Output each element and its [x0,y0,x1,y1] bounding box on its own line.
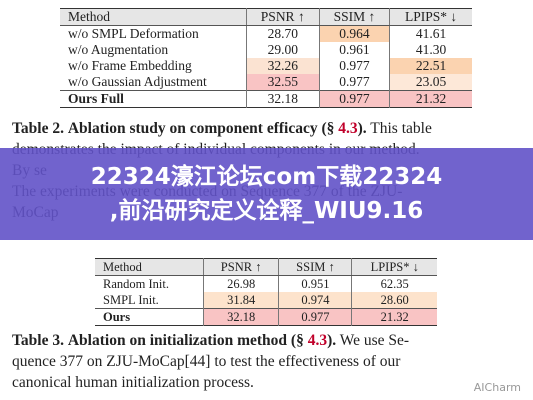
table-cell: 62.35 [351,275,437,292]
table-row: SMPL Init. 31.84 0.974 28.60 [95,292,437,309]
header-row: Method PSNR ↑ SSIM ↑ LPIPS* ↓ [60,8,472,26]
table-cell: SMPL Init. [103,292,159,307]
caption-title: Ablation study on component efficacy (§ … [67,120,367,137]
caption-text: This table [370,120,432,137]
header-cell: LPIPS* ↓ [351,258,437,276]
table-cell: 23.05 [389,74,472,91]
header-cell: Method [95,258,204,276]
table-cell: Ours Full [60,90,247,108]
table-row: w/o Frame Embedding 32.26 0.977 22.51 [60,58,472,74]
caption-label: Table 2. [12,120,64,137]
caption-title-end: ). [327,332,337,349]
table-cell: 0.974 [278,292,352,309]
caption-ref: 4.3 [338,120,358,137]
table-cell: 0.961 [318,42,390,58]
table-cell: w/o Augmentation [68,42,169,57]
table-cell: 32.55 [245,74,320,91]
caption-line: canonical human initialization process. [12,374,254,391]
caption-ref: 4.3 [307,332,328,349]
caption-line: Table 2. Ablation study on component eff… [12,118,432,139]
table-cell: 28.60 [351,292,437,309]
table-cell: 0.964 [318,25,390,42]
table-cell: w/o Frame Embedding [68,58,192,73]
table-cell: 41.30 [389,42,472,58]
table-cell: 26.98 [202,275,279,292]
table-cell: 32.18 [245,90,320,108]
table-row: Ours 32.18 0.977 21.32 [95,308,437,326]
table-cell: 0.977 [278,308,352,326]
table-cell: w/o Gaussian Adjustment [68,74,207,89]
header-row: Method PSNR ↑ SSIM ↑ LPIPS* ↓ [95,258,437,276]
table-2: Method PSNR ↑ SSIM ↑ LPIPS* ↓ w/o SMPL Defor… [60,8,472,108]
table-row: w/o SMPL Deformation 28.70 0.964 41.61 [60,25,472,42]
caption-line: Table 3. Ablation on initialization meth… [12,330,409,351]
caption-title: Ablation on initialization method (§ 4.3… [67,332,337,349]
table-cell: 32.26 [245,58,320,74]
table-cell: Ours [95,308,204,326]
caption-label: Table 3. [12,332,64,349]
header-cell: SSIM ↑ [318,8,390,26]
table-cell: 0.951 [278,275,352,292]
header-cell: Method [60,8,247,26]
banner-line: 22324濠江论坛com下载22324 [90,164,443,190]
table-cell: 0.977 [318,74,390,91]
table-cell: w/o SMPL Deformation [68,26,199,41]
caption-line: quence 377 on ZJU-MoCap[44] to test the … [12,353,401,370]
banner-line: ,前沿研究定义诠释_WIU9.16 [109,198,424,224]
table-cell: 32.18 [202,308,279,326]
table-3: Method PSNR ↑ SSIM ↑ LPIPS* ↓ Random Init. 26… [95,258,437,326]
header-cell: PSNR ↑ [202,258,279,276]
header-cell: PSNR ↑ [245,8,320,26]
table-row: Ours Full 32.18 0.977 21.32 [60,90,472,108]
table-row: w/o Gaussian Adjustment 32.55 0.977 23.05 [60,74,472,91]
caption-text: We use Se- [339,332,410,349]
table-cell: 41.61 [389,25,472,42]
table-cell: 28.70 [245,25,320,42]
table-cell: 22.51 [389,58,472,74]
header-cell: LPIPS* ↓ [389,8,472,26]
table-cell: Random Init. [103,276,169,291]
watermark: AICharm [473,381,521,394]
banner: 22324濠江论坛com下载22324 ,前沿研究定义诠释_WIU9.16 [0,148,533,240]
table-cell: 31.84 [202,292,279,309]
caption-title-end: ). [357,120,367,137]
caption-3: Table 3. Ablation on initialization meth… [12,330,409,393]
table-cell: 0.977 [318,90,390,108]
table-cell: 21.32 [389,90,472,108]
table-row: w/o Augmentation 29.00 0.961 41.30 [60,42,472,58]
table-row: Random Init. 26.98 0.951 62.35 [95,275,437,292]
table-cell: 29.00 [245,42,320,58]
header-cell: SSIM ↑ [278,258,352,276]
table-cell: 21.32 [351,308,437,326]
table-cell: 0.977 [318,58,390,74]
